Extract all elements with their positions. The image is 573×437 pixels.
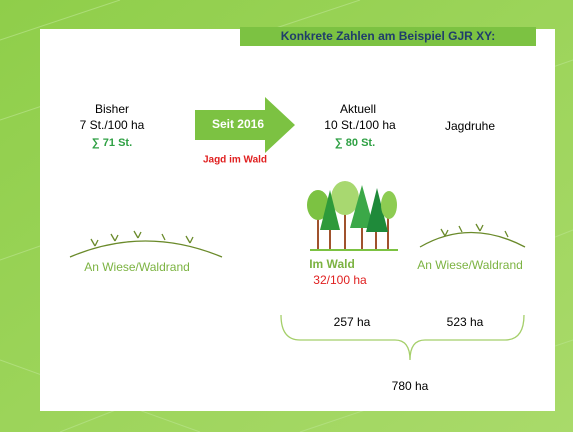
header-title: Konkrete Zahlen am Beispiel GJR XY: [281, 29, 496, 43]
before-label: Bisher [95, 102, 129, 116]
slide-panel [40, 29, 555, 411]
arrow-note: Jagd im Wald [203, 155, 267, 166]
current-total: ∑ 80 St. [335, 137, 375, 149]
current-density: 10 St./100 ha [324, 118, 396, 132]
area-total: 780 ha [392, 379, 429, 393]
current-label: Aktuell [340, 102, 376, 116]
meadow-left-label: An Wiese/Waldrand [84, 260, 190, 274]
before-total: ∑ 71 St. [92, 137, 132, 149]
slide: Konkrete Zahlen am Beispiel GJR XY: Bish… [0, 0, 573, 432]
forest-density: 32/100 ha [313, 273, 367, 287]
meadow-right-label: An Wiese/Waldrand [417, 258, 523, 272]
area-meadow: 523 ha [447, 315, 484, 329]
arrow-label: Seit 2016 [212, 117, 264, 131]
before-density: 7 St./100 ha [80, 118, 145, 132]
area-forest: 257 ha [334, 315, 371, 329]
rest-label: Jagdruhe [445, 119, 495, 133]
forest-label: Im Wald [309, 257, 355, 271]
